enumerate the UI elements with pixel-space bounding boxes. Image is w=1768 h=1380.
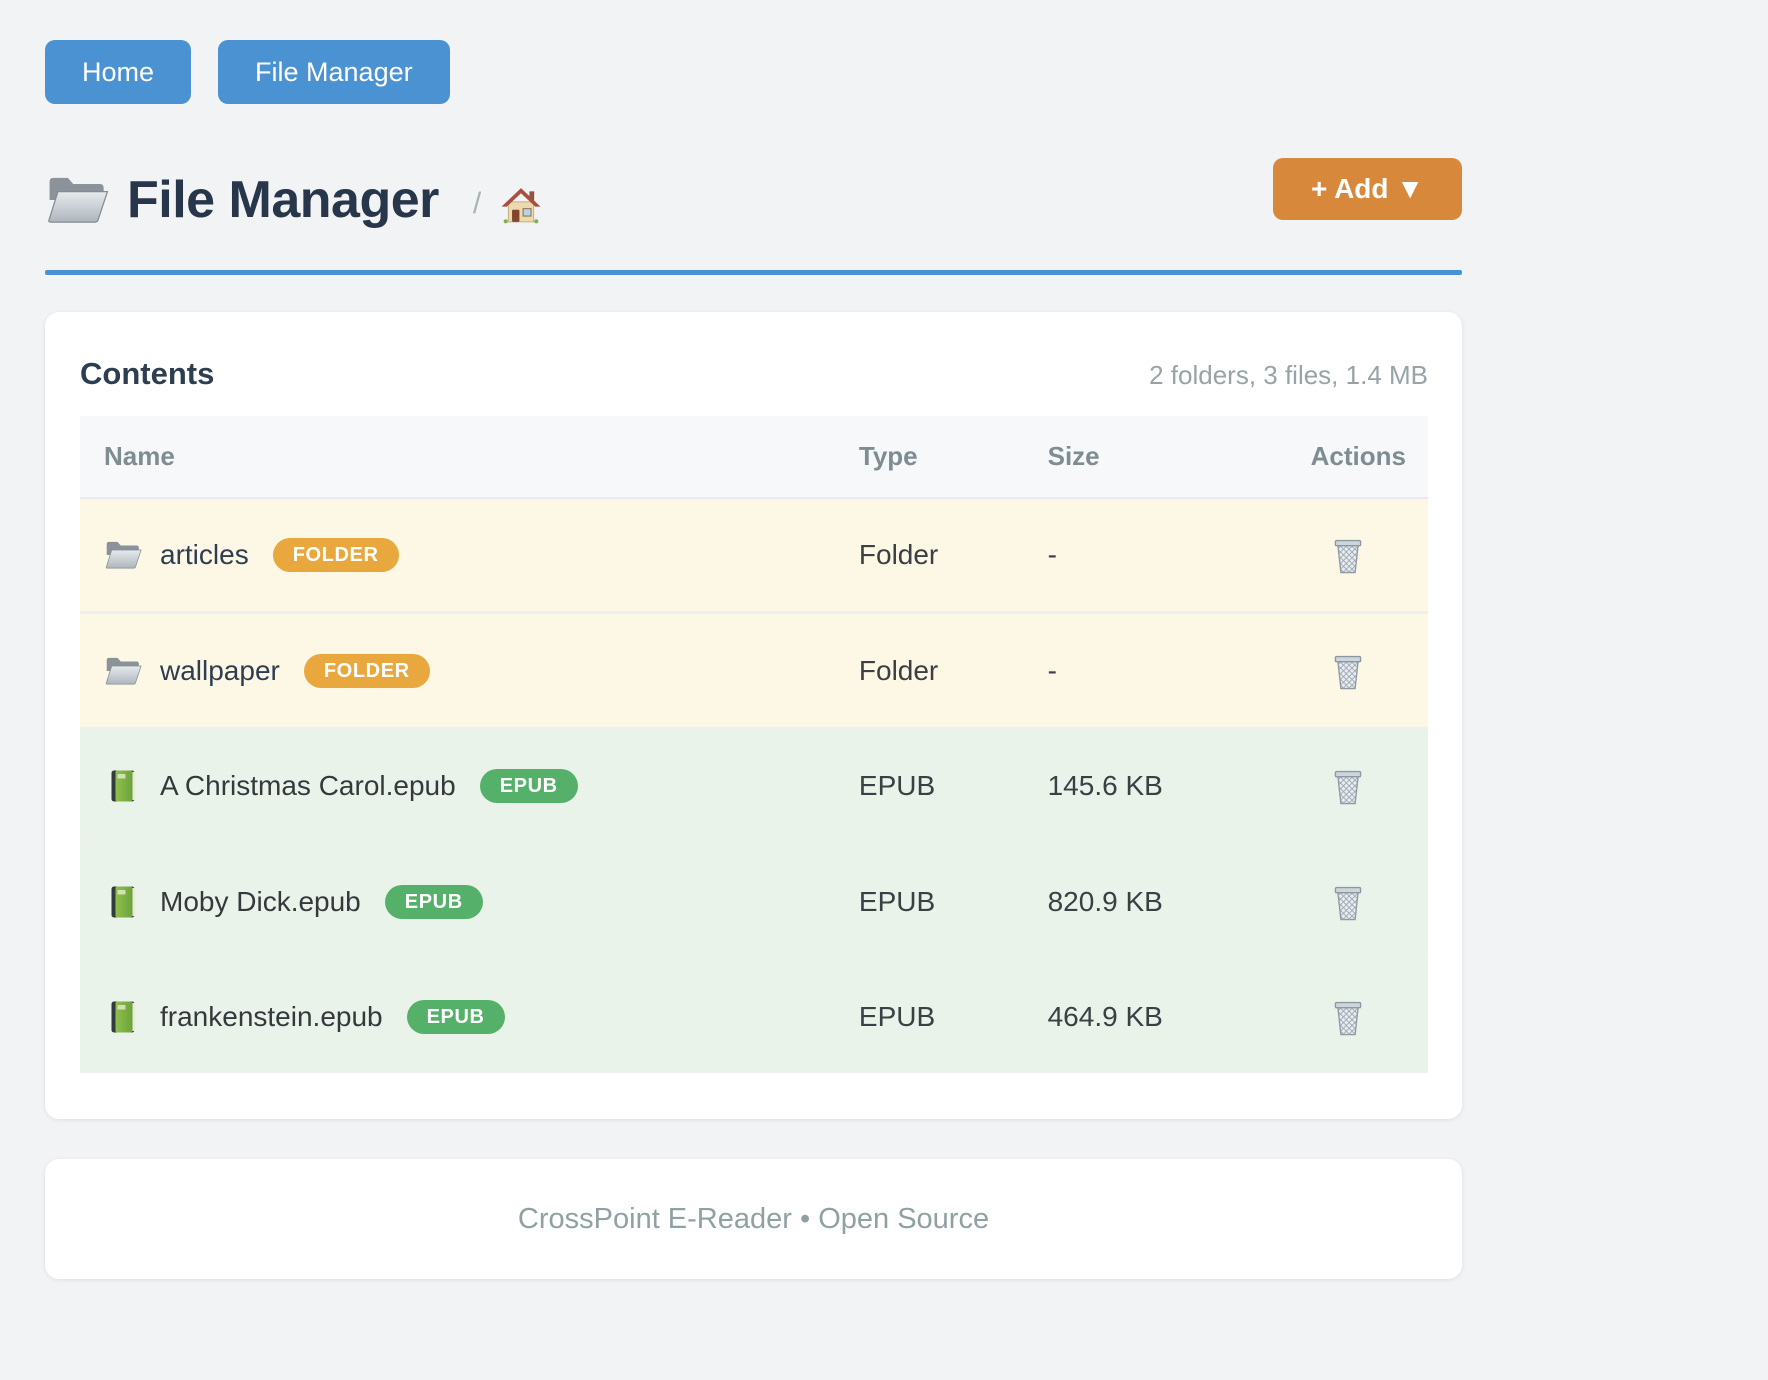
delete-button[interactable] (1332, 653, 1364, 691)
nav-home-button[interactable]: Home (45, 40, 192, 104)
name-cell: frankenstein.epub EPUB (80, 959, 835, 1074)
column-header-size: Size (1023, 416, 1280, 499)
delete-button[interactable] (1332, 768, 1364, 806)
contents-title: Contents (80, 356, 215, 391)
type-cell: Folder (834, 612, 1024, 730)
name-cell: A Christmas Carol.epub EPUB (80, 728, 835, 846)
delete-button[interactable] (1332, 884, 1364, 922)
delete-button[interactable] (1332, 537, 1364, 575)
breadcrumb-home-link[interactable] (501, 186, 541, 224)
column-header-type: Type (834, 416, 1024, 499)
page-title: File Manager (127, 171, 439, 229)
contents-header: Contents 2 folders, 3 files, 1.4 MB (80, 356, 1428, 392)
file-name[interactable]: A Christmas Carol.epub (160, 770, 456, 802)
size-cell: 464.9 KB (1023, 959, 1280, 1074)
type-badge: FOLDER (303, 653, 430, 688)
actions-cell (1279, 843, 1428, 961)
book-icon (104, 1000, 142, 1034)
type-badge: FOLDER (272, 538, 399, 573)
column-header-name: Name (80, 416, 835, 499)
title-wrap: File Manager / (45, 170, 1273, 230)
trash-icon (1332, 537, 1364, 575)
name-cell: wallpaper FOLDER (80, 612, 835, 730)
file-name[interactable]: Moby Dick.epub (160, 885, 361, 917)
footer: CrossPoint E-Reader • Open Source (45, 1159, 1462, 1280)
add-button[interactable]: + Add ▼ (1272, 158, 1462, 220)
actions-cell (1279, 498, 1428, 615)
contents-card: Contents 2 folders, 3 files, 1.4 MB Name… (45, 312, 1462, 1120)
actions-cell (1279, 612, 1428, 730)
table-row[interactable]: wallpaper FOLDER Folder - (80, 612, 1428, 730)
breadcrumb-separator: / (472, 187, 482, 220)
type-cell: EPUB (834, 843, 1024, 961)
footer-text: CrossPoint E-Reader • Open Source (517, 1202, 990, 1235)
file-name[interactable]: frankenstein.epub (160, 1001, 383, 1033)
actions-cell (1279, 959, 1428, 1074)
trash-icon (1332, 884, 1364, 922)
delete-button[interactable] (1332, 999, 1364, 1037)
header-divider (45, 270, 1462, 275)
type-badge: EPUB (406, 1000, 505, 1035)
type-badge: EPUB (384, 884, 483, 919)
type-cell: EPUB (834, 728, 1024, 846)
page-header: File Manager / + Add ▼ (45, 158, 1462, 230)
navbar: Home File Manager (45, 40, 1462, 104)
size-cell: 145.6 KB (1023, 728, 1280, 846)
table-body: articles FOLDER Folder - wallpaper FOLDER Fold… (80, 498, 1428, 1074)
size-cell: - (1023, 612, 1280, 730)
folder-icon (104, 538, 142, 572)
name-cell: articles FOLDER (80, 498, 835, 615)
trash-icon (1332, 768, 1364, 806)
book-icon (104, 885, 142, 919)
table-row[interactable]: articles FOLDER Folder - (80, 498, 1428, 615)
file-name[interactable]: wallpaper (160, 654, 280, 686)
type-cell: EPUB (834, 959, 1024, 1074)
file-name[interactable]: articles (160, 539, 249, 571)
book-icon (104, 769, 142, 803)
table-row[interactable]: frankenstein.epub EPUB EPUB 464.9 KB (80, 959, 1428, 1074)
type-cell: Folder (834, 498, 1024, 615)
table-head-row: Name Type Size Actions (80, 416, 1428, 499)
actions-cell (1279, 728, 1428, 846)
page: Home File Manager File Manager / + Add ▼… (45, 0, 1462, 1280)
trash-icon (1332, 999, 1364, 1037)
files-table: Name Type Size Actions articles FOLDER Folder… (80, 416, 1428, 1074)
size-cell: 820.9 KB (1023, 843, 1280, 961)
type-badge: EPUB (479, 769, 578, 804)
contents-summary: 2 folders, 3 files, 1.4 MB (1149, 360, 1428, 390)
folder-icon (104, 654, 142, 688)
nav-file-manager-button[interactable]: File Manager (218, 40, 450, 104)
table-row[interactable]: A Christmas Carol.epub EPUB EPUB 145.6 KB (80, 728, 1428, 846)
name-cell: Moby Dick.epub EPUB (80, 843, 835, 961)
folder-icon (45, 172, 109, 228)
house-icon (501, 186, 541, 224)
size-cell: - (1023, 498, 1280, 615)
trash-icon (1332, 653, 1364, 691)
table-row[interactable]: Moby Dick.epub EPUB EPUB 820.9 KB (80, 843, 1428, 961)
column-header-actions: Actions (1279, 416, 1428, 499)
